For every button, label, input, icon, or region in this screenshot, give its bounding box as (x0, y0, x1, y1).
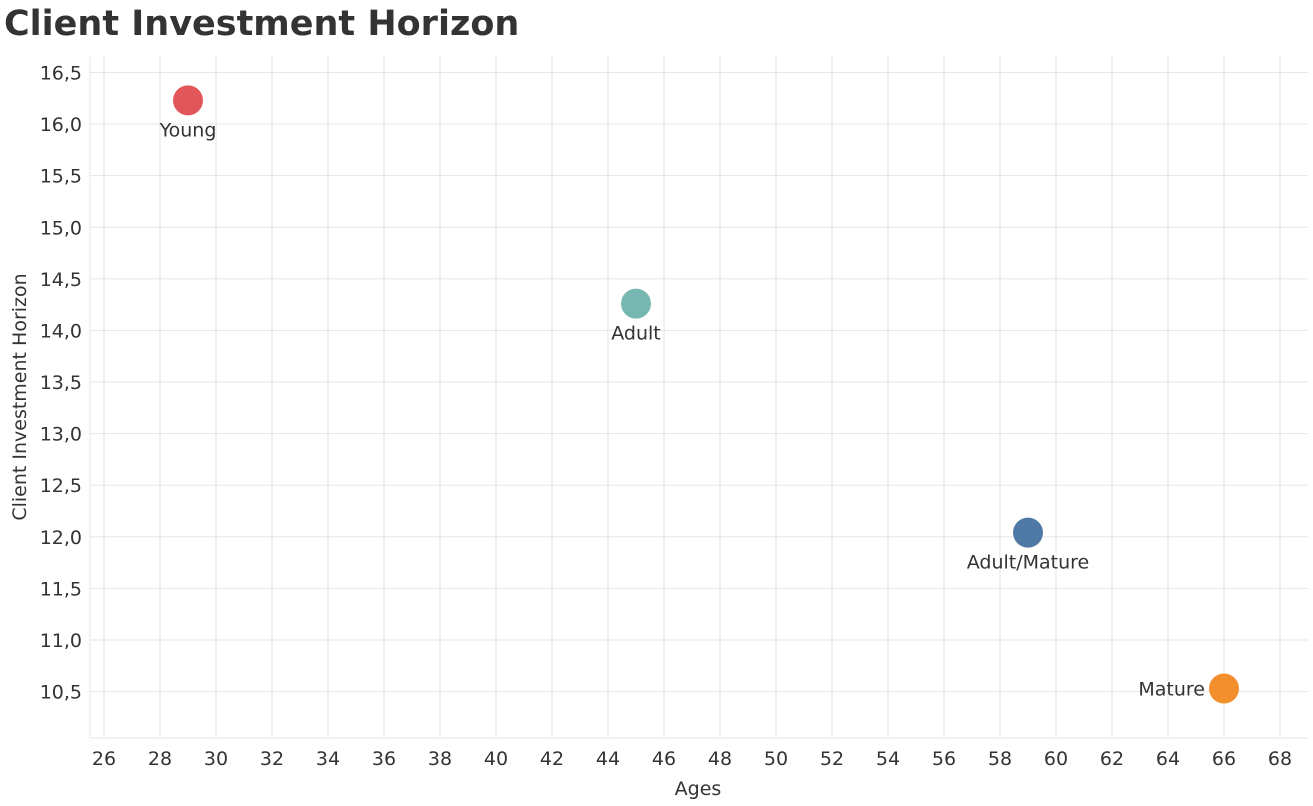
data-point-label: Adult/Mature (967, 552, 1090, 574)
x-tick-label: 62 (1100, 748, 1124, 770)
x-tick-label: 66 (1212, 748, 1236, 770)
x-tick-label: 56 (932, 748, 956, 770)
x-tick-label: 28 (148, 748, 172, 770)
x-axis-label: Ages (675, 778, 722, 800)
x-tick-label: 40 (484, 748, 508, 770)
x-tick-label: 64 (1156, 748, 1180, 770)
y-tick-label: 15,5 (40, 166, 82, 188)
x-tick-label: 68 (1268, 748, 1292, 770)
x-tick-label: 42 (540, 748, 564, 770)
y-tick-label: 15,0 (40, 217, 82, 239)
data-point (1209, 673, 1239, 704)
data-point (1013, 517, 1043, 548)
x-tick-label: 44 (596, 748, 620, 770)
data-point-label: Young (159, 119, 217, 141)
y-tick-label: 13,0 (40, 424, 82, 446)
y-tick-label: 14,5 (40, 269, 82, 291)
y-tick-label: 11,5 (40, 578, 82, 600)
tick-labels: 26 28 30 32 34 36 38 40 42 44 46 48 50 52 54 56 58 60 62 64… (40, 62, 1292, 770)
x-tick-label: 50 (764, 748, 788, 770)
data-point-label: Adult (611, 323, 661, 345)
x-tick-label: 26 (92, 748, 116, 770)
x-tick-label: 48 (708, 748, 732, 770)
x-tick-label: 36 (372, 748, 396, 770)
data-points: Young Adult Adult/Mature Mature (159, 85, 1239, 704)
x-tick-label: 34 (316, 748, 340, 770)
x-tick-label: 54 (876, 748, 900, 770)
x-tick-label: 52 (820, 748, 844, 770)
x-tick-label: 46 (652, 748, 676, 770)
x-tick-label: 30 (204, 748, 228, 770)
x-tick-label: 32 (260, 748, 284, 770)
chart-title: Client Investment Horizon (4, 4, 520, 44)
y-tick-label: 10,5 (40, 682, 82, 704)
data-point-label: Mature (1138, 678, 1205, 700)
x-tick-label: 60 (1044, 748, 1068, 770)
x-tick-label: 38 (428, 748, 452, 770)
y-tick-label: 13,5 (40, 372, 82, 394)
y-axis-label: Client Investment Horizon (9, 273, 31, 520)
data-point (173, 85, 203, 116)
grid-layer (89, 57, 1308, 739)
x-tick-label: 58 (988, 748, 1012, 770)
y-tick-label: 12,5 (40, 475, 82, 497)
y-tick-label: 16,5 (40, 62, 82, 84)
y-tick-label: 16,0 (40, 114, 82, 136)
y-tick-label: 11,0 (40, 630, 82, 652)
data-point (621, 288, 651, 319)
y-tick-label: 14,0 (40, 320, 82, 342)
y-tick-label: 12,0 (40, 527, 82, 549)
